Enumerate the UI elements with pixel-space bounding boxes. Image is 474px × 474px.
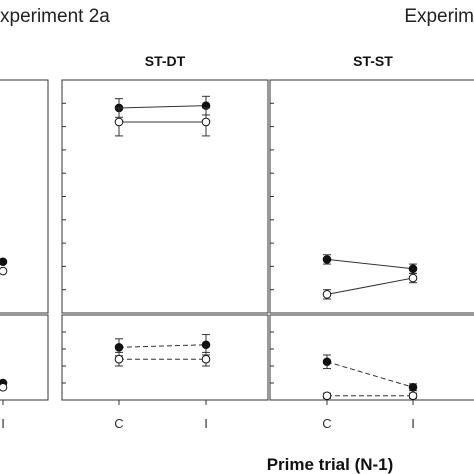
- data-point-top-open: [114, 117, 124, 127]
- data-point-bottom-filled: [114, 343, 124, 352]
- panel-bottom-frame: [269, 314, 474, 401]
- panel-top-frame: [61, 79, 269, 314]
- panel-top-frame: [269, 79, 474, 314]
- series-line-bottom-filled: [118, 344, 207, 348]
- panel-2: ST-DT C I: [61, 53, 269, 431]
- experiment-right-header: Experim: [404, 6, 474, 27]
- panel-top-frame: [0, 79, 49, 314]
- data-point-top-open: [408, 273, 418, 283]
- x-tick-label: I: [1, 416, 5, 431]
- data-point-top-open: [201, 117, 211, 127]
- data-point-top-open: [0, 266, 8, 276]
- data-point-bottom-open: [322, 391, 332, 401]
- panel-3: ST-ST C I: [269, 53, 474, 431]
- series-line-bottom-filled: [326, 361, 414, 388]
- panels-group: I ST-DT C I ST-ST C I: [0, 53, 474, 431]
- x-tick-label: C: [114, 416, 123, 431]
- data-point-bottom-open: [408, 391, 418, 401]
- data-point-top-filled: [322, 255, 332, 264]
- data-point-bottom-open: [0, 382, 8, 392]
- data-point-bottom-filled: [408, 382, 418, 392]
- panel-1: I: [0, 79, 49, 431]
- panel-bottom-frame: [0, 314, 49, 401]
- panel-title: ST-ST: [353, 53, 393, 69]
- data-point-bottom-open: [114, 354, 124, 364]
- series-line-top-filled: [118, 105, 207, 109]
- series-line-top-open: [326, 277, 414, 295]
- panel-bottom-frame: [61, 314, 269, 401]
- data-point-bottom-filled: [322, 357, 332, 367]
- data-point-bottom-filled: [201, 340, 211, 350]
- x-axis-label: Prime trial (N-1): [267, 455, 394, 474]
- x-tick-label: I: [411, 416, 415, 431]
- data-point-bottom-open: [201, 354, 211, 364]
- x-tick-label: C: [322, 416, 331, 431]
- data-point-top-open: [322, 290, 332, 299]
- experiment-left-header: xperiment 2a: [0, 6, 110, 27]
- data-point-top-filled: [0, 257, 8, 267]
- panel-title: ST-DT: [145, 53, 186, 69]
- data-point-top-filled: [408, 264, 418, 274]
- x-tick-label: I: [204, 416, 208, 431]
- series-line-top-filled: [326, 258, 414, 270]
